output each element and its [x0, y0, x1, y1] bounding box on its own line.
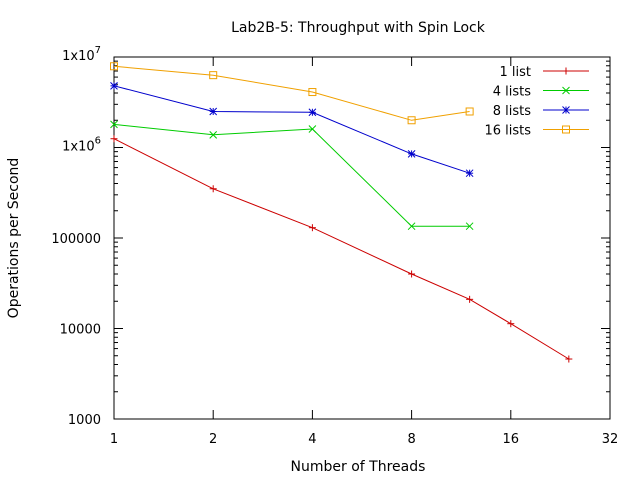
- square-marker: [308, 88, 317, 97]
- star-marker: [465, 169, 474, 178]
- axis-ticks: 1000 10000 100000 1x106 1x107 1 2 4 8 16 32: [51, 45, 618, 447]
- star-marker: [308, 108, 317, 117]
- legend-label: 4 lists: [493, 85, 531, 100]
- cross-marker: [562, 86, 570, 95]
- x-tick-label: 2: [209, 432, 217, 447]
- x-tick-label: 1: [110, 432, 118, 447]
- x-tick-label: 32: [602, 432, 619, 447]
- y-tick-label: 1000: [68, 413, 101, 428]
- square-marker: [110, 62, 118, 71]
- y-tick-label: 10000: [60, 323, 101, 338]
- x-tick-label: 8: [407, 432, 415, 447]
- cross-marker: [209, 130, 218, 139]
- star-marker: [110, 81, 118, 90]
- plus-marker: [562, 67, 570, 75]
- cross-marker: [407, 222, 416, 231]
- plus-marker: [565, 355, 573, 363]
- series-16-lists: [110, 62, 474, 125]
- y-tick-label: 1x107: [62, 45, 101, 64]
- series-8-lists: [110, 81, 474, 178]
- cross-marker: [308, 125, 317, 133]
- plot-frame: [113, 56, 611, 420]
- cross-marker: [465, 222, 474, 231]
- legend-label: 16 lists: [484, 124, 531, 139]
- y-tick-label: 100000: [51, 232, 101, 247]
- star-marker: [562, 106, 570, 114]
- x-axis-label: Number of Threads: [291, 459, 426, 475]
- plus-marker: [308, 224, 316, 232]
- series-line: [113, 65, 470, 121]
- series-4-lists: [110, 120, 474, 231]
- x-tick-label: 4: [308, 432, 316, 447]
- square-marker: [407, 116, 416, 125]
- square-marker: [209, 71, 218, 80]
- plus-marker: [110, 135, 118, 143]
- y-axis-label: Operations per Second: [6, 158, 22, 319]
- y-tick-label: 1x106: [62, 136, 101, 155]
- plus-marker: [507, 320, 515, 328]
- series-layer: [110, 62, 573, 363]
- star-marker: [209, 107, 218, 116]
- series-line: [113, 138, 570, 360]
- plus-marker: [466, 295, 474, 303]
- square-marker: [562, 125, 570, 134]
- plus-marker: [209, 185, 217, 193]
- x-tick-label: 16: [503, 432, 520, 447]
- legend: 1 list 4 lists 8 lists 16 lists: [484, 65, 589, 139]
- chart-title: Lab2B-5: Throughput with Spin Lock: [231, 20, 486, 36]
- series-line: [113, 123, 470, 227]
- legend-label: 1 list: [500, 65, 532, 80]
- legend-label: 8 lists: [493, 104, 531, 119]
- plus-marker: [408, 270, 416, 278]
- cross-marker: [110, 120, 118, 129]
- series-1-list: [110, 135, 573, 363]
- star-marker: [407, 150, 416, 158]
- square-marker: [465, 107, 474, 116]
